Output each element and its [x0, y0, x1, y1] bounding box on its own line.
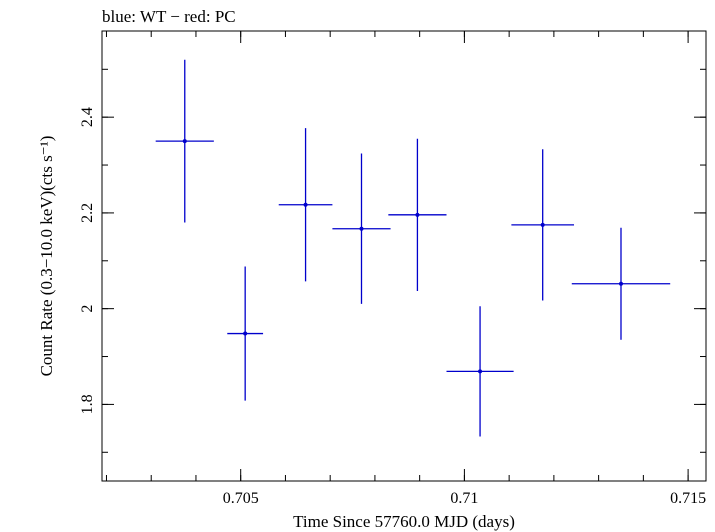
- data-point: [571, 227, 671, 340]
- x-tick-label: 0.71: [450, 490, 478, 507]
- y-tick-label: 2.4: [79, 107, 96, 127]
- x-tick-label: 0.705: [223, 490, 259, 507]
- point-marker: [540, 222, 545, 227]
- y-tick-label: 2: [79, 305, 96, 313]
- y-tick-label: 2.2: [79, 203, 96, 223]
- data-point: [227, 266, 264, 401]
- chart-title: blue: WT − red: PC: [102, 7, 236, 26]
- point-marker: [618, 281, 623, 286]
- x-axis-label: Time Since 57760.0 MJD (days): [293, 512, 515, 531]
- plot-frame: [101, 30, 707, 482]
- y-tick-label: 1.8: [79, 394, 96, 414]
- tick-labels: 0.705 0.71 0.715 1.8 2 2.2 2.4: [79, 107, 706, 507]
- y-axis-label: Count Rate (0.3−10.0 keV)(cts s⁻¹): [37, 136, 56, 377]
- point-marker: [303, 202, 308, 207]
- x-tick-label: 0.715: [670, 490, 706, 507]
- data-point: [278, 128, 333, 282]
- point-marker: [359, 226, 364, 231]
- point-marker: [415, 212, 420, 217]
- point-marker: [243, 331, 248, 336]
- point-marker: [182, 139, 187, 144]
- axis-ticks: [102, 31, 706, 481]
- data-points: [155, 59, 671, 437]
- data-point: [446, 306, 514, 437]
- data-point: [155, 59, 214, 223]
- data-point: [388, 138, 447, 291]
- data-point: [511, 149, 575, 301]
- point-marker: [478, 369, 483, 374]
- data-point: [332, 153, 391, 304]
